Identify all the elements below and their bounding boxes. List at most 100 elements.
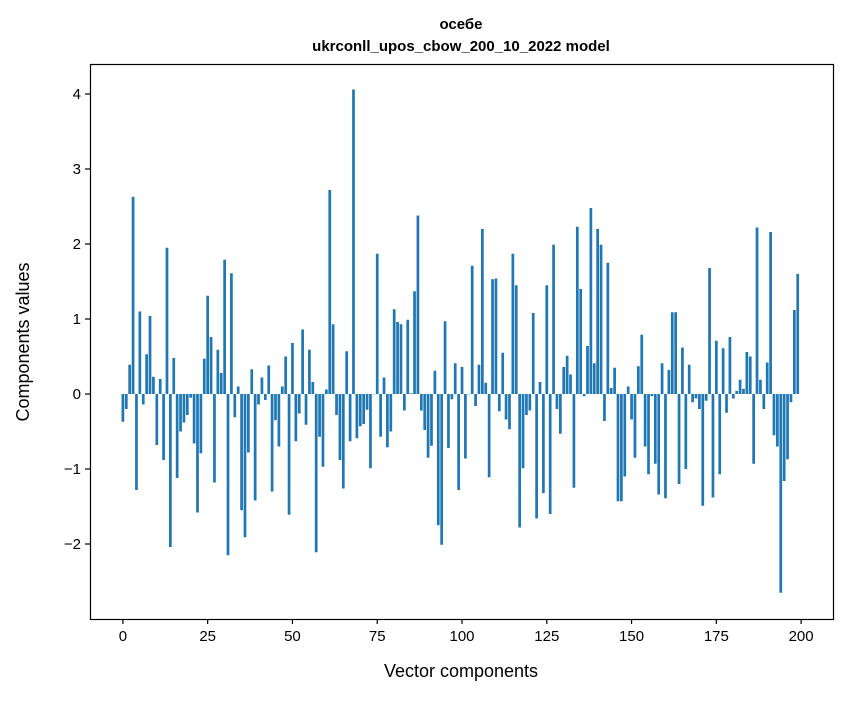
bar: [189, 394, 192, 398]
bar: [281, 387, 284, 395]
bar: [339, 394, 342, 460]
bar: [783, 394, 786, 481]
bar: [396, 322, 399, 394]
bar: [254, 394, 257, 501]
bar: [518, 394, 521, 528]
bar: [420, 394, 423, 411]
bar: [447, 394, 450, 448]
bar: [247, 394, 250, 453]
bar: [600, 245, 603, 394]
bar: [413, 291, 416, 394]
bar: [125, 394, 128, 409]
bar: [176, 394, 179, 478]
bar: [169, 394, 172, 547]
bar: [410, 393, 413, 394]
bar: [342, 394, 345, 489]
bar: [637, 366, 640, 394]
bar: [729, 337, 732, 394]
bar: [155, 394, 158, 445]
bar: [172, 358, 175, 394]
bar: [657, 394, 660, 495]
bar: [708, 268, 711, 394]
bar: [288, 394, 291, 515]
bar: [640, 335, 643, 394]
bar: [203, 359, 206, 394]
bar: [596, 229, 599, 394]
bar: [383, 378, 386, 395]
bar: [712, 394, 715, 498]
bar: [522, 394, 525, 468]
bar: [542, 394, 545, 493]
bar: [644, 394, 647, 447]
bar: [193, 394, 196, 444]
bar: [427, 394, 430, 458]
bar: [318, 394, 321, 437]
bar: [498, 394, 501, 411]
bar: [227, 394, 230, 555]
bar: [152, 377, 155, 394]
bar: [566, 356, 569, 394]
bar: [454, 363, 457, 394]
bar: [417, 216, 420, 395]
bar: [349, 394, 352, 441]
bar: [610, 388, 613, 394]
x-tick-label: 150: [619, 628, 644, 645]
bar: [434, 371, 437, 394]
x-tick-label: 175: [704, 628, 729, 645]
bar: [501, 353, 504, 394]
bar: [305, 394, 308, 425]
bar: [491, 279, 494, 394]
bar: [335, 394, 338, 415]
bar: [654, 394, 657, 464]
bar: [576, 227, 579, 394]
bar: [691, 394, 694, 402]
bar: [406, 320, 409, 394]
bar: [556, 394, 559, 409]
bar: [698, 394, 701, 409]
bar: [484, 383, 487, 394]
bar: [237, 387, 240, 395]
bar: [369, 394, 372, 468]
bar: [559, 394, 562, 434]
bar: [562, 367, 565, 394]
bar: [668, 370, 671, 394]
bar: [678, 394, 681, 484]
bar: [206, 296, 209, 394]
bar: [759, 380, 762, 394]
bar: [528, 394, 531, 411]
y-tick-label: 4: [73, 86, 81, 103]
bar: [325, 390, 328, 395]
bar: [444, 321, 447, 394]
bar: [776, 394, 779, 447]
bar: [593, 363, 596, 394]
x-tick-label: 200: [789, 628, 814, 645]
x-tick-label: 50: [284, 628, 301, 645]
bar: [722, 348, 725, 394]
bar: [322, 394, 325, 467]
bar: [779, 394, 782, 593]
bar: [790, 394, 793, 402]
y-axis-label: Components values: [13, 262, 33, 421]
bar: [278, 394, 281, 447]
bar: [328, 190, 331, 394]
bar: [786, 394, 789, 459]
bar: [569, 375, 572, 395]
chart-title-line1: осебе: [439, 16, 482, 33]
bar: [122, 394, 125, 422]
bar: [606, 263, 609, 394]
bar: [552, 245, 555, 394]
bar: [725, 394, 728, 413]
bar: [149, 316, 152, 394]
bar: [196, 394, 199, 513]
bar: [488, 394, 491, 477]
bar: [298, 394, 301, 414]
bar: [671, 312, 674, 394]
bar: [603, 394, 606, 421]
bar: [634, 394, 637, 458]
bar: [613, 368, 616, 394]
bar: [200, 394, 203, 453]
bar: [135, 394, 138, 490]
bar: [539, 382, 542, 394]
bar: [705, 394, 708, 401]
bar: [294, 394, 297, 441]
